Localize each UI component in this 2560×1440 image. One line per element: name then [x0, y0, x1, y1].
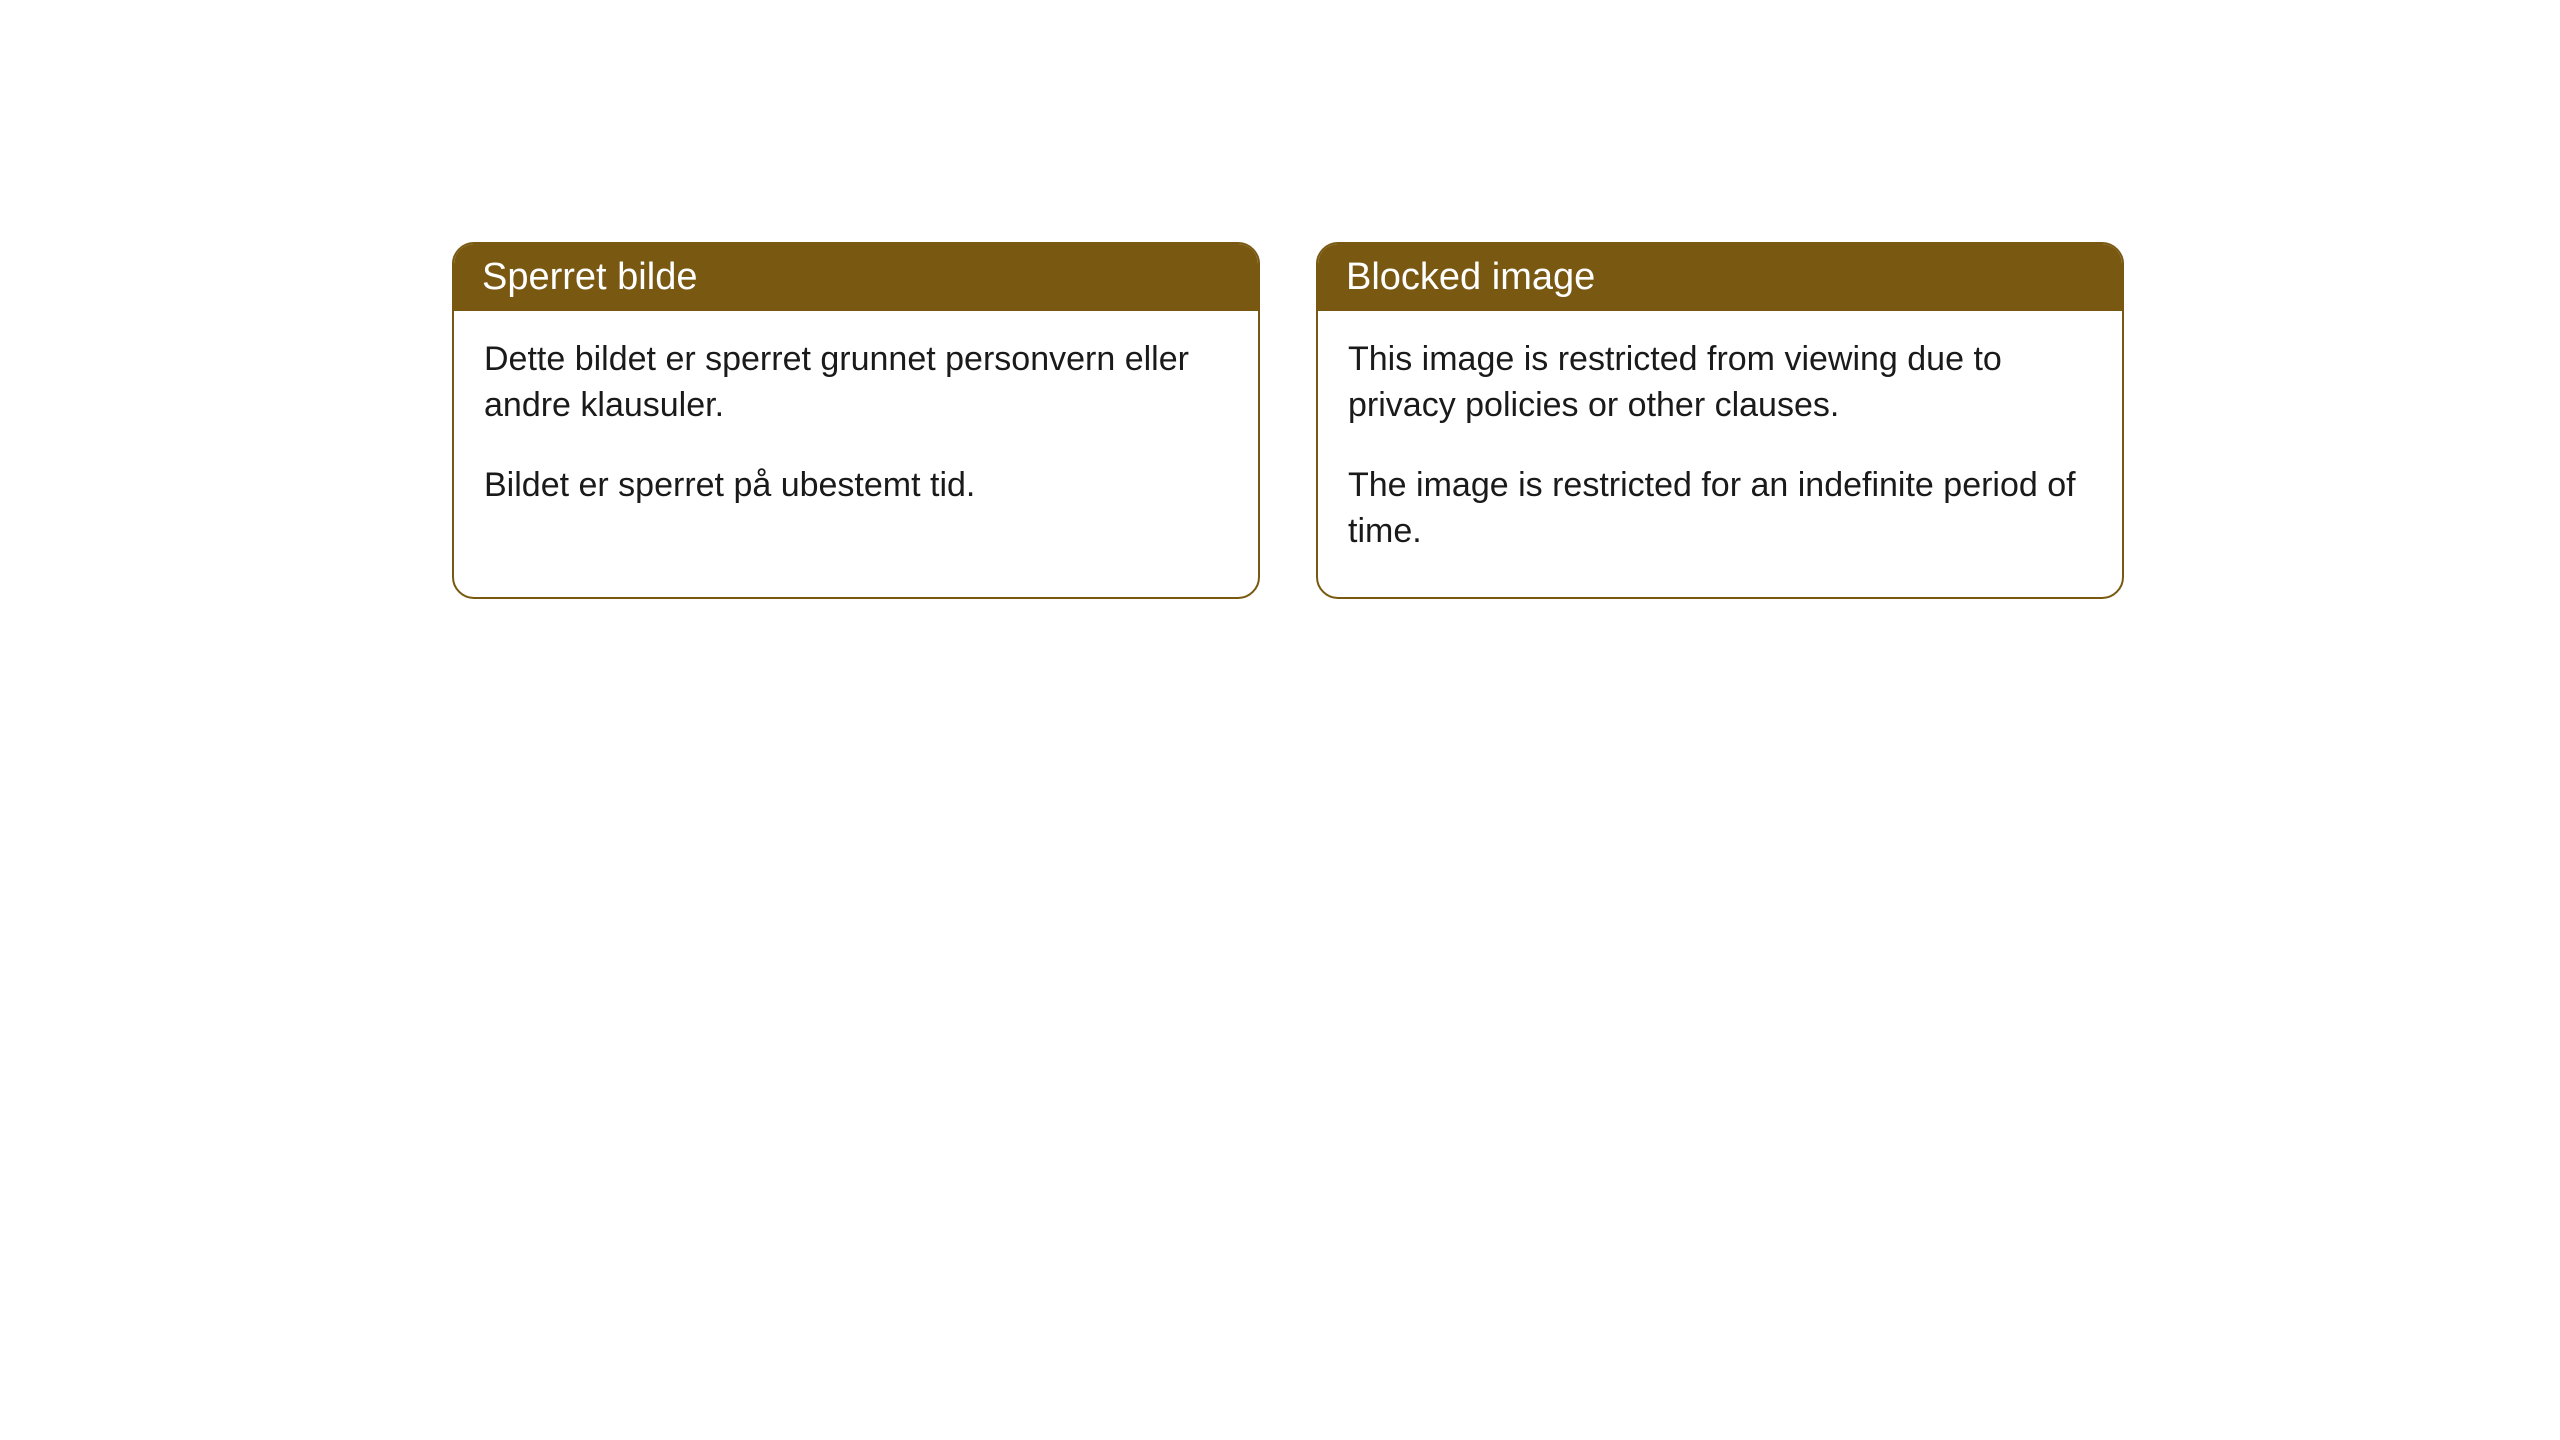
- card-paragraph: Dette bildet er sperret grunnet personve…: [484, 337, 1228, 429]
- card-body-no: Dette bildet er sperret grunnet personve…: [454, 311, 1258, 551]
- card-header-no: Sperret bilde: [454, 244, 1258, 311]
- card-header-en: Blocked image: [1318, 244, 2122, 311]
- card-paragraph: The image is restricted for an indefinit…: [1348, 463, 2092, 555]
- blocked-image-card-en: Blocked image This image is restricted f…: [1316, 242, 2124, 599]
- card-paragraph: Bildet er sperret på ubestemt tid.: [484, 463, 1228, 509]
- card-body-en: This image is restricted from viewing du…: [1318, 311, 2122, 597]
- card-paragraph: This image is restricted from viewing du…: [1348, 337, 2092, 429]
- cards-container: Sperret bilde Dette bildet er sperret gr…: [452, 242, 2124, 599]
- blocked-image-card-no: Sperret bilde Dette bildet er sperret gr…: [452, 242, 1260, 599]
